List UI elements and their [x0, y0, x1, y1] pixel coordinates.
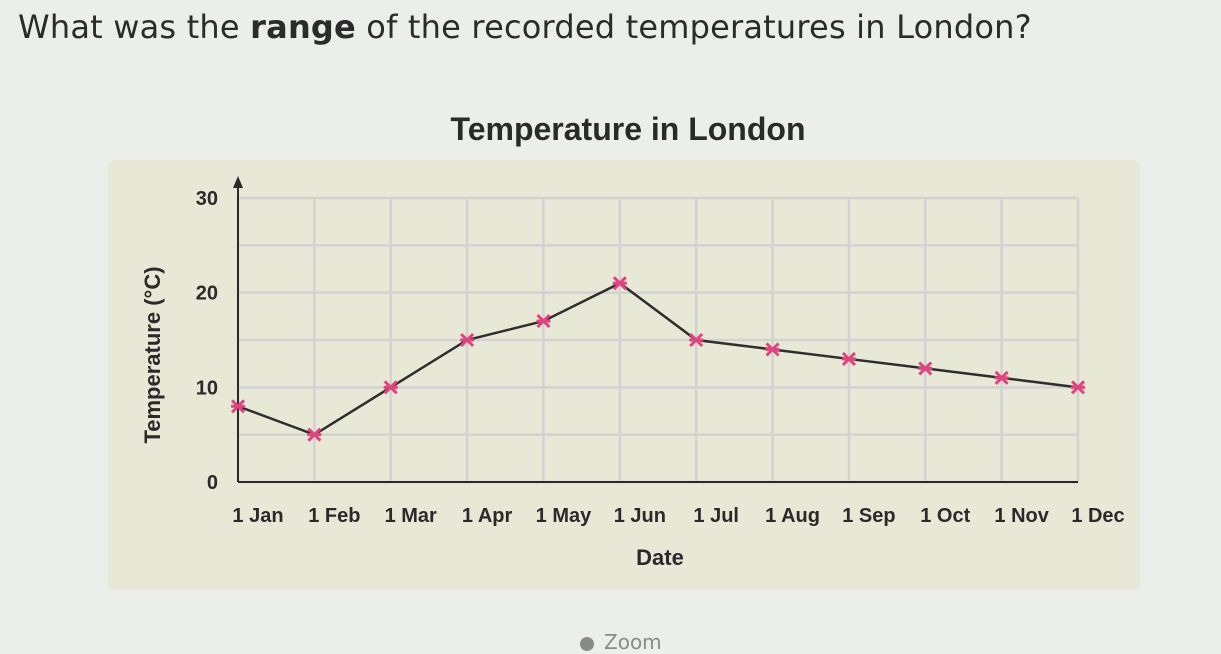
x-tick-label: 1 Apr [462, 505, 513, 527]
x-tick-label: 1 Oct [920, 505, 970, 527]
x-tick-label: 1 Feb [308, 505, 360, 527]
question-suffix: of the recorded temperatures in London? [355, 8, 1032, 46]
x-tick-label: 1 Dec [1071, 505, 1124, 527]
data-point [765, 342, 780, 357]
data-point [536, 314, 551, 329]
x-axis-label: Date [636, 545, 684, 570]
question-prefix: What was the [18, 8, 251, 46]
zoom-icon [580, 636, 594, 651]
y-tick-label: 0 [207, 472, 218, 494]
x-tick-label: 1 May [536, 505, 592, 527]
data-point [230, 399, 246, 414]
x-tick-label: 1 Jun [614, 505, 666, 527]
data-point [918, 361, 933, 376]
x-tick-label: 1 Jan [232, 505, 283, 527]
temperature-series [230, 276, 1086, 442]
data-point [841, 351, 856, 366]
x-tick-label: 1 Nov [994, 505, 1049, 527]
y-axis-arrow [233, 176, 243, 188]
x-tick-label: 1 Mar [385, 505, 437, 527]
y-tick-label: 20 [196, 283, 218, 305]
y-tick-label: 30 [196, 188, 218, 210]
question-emphasis: range [250, 8, 356, 46]
zoom-label: Zoom [604, 630, 662, 654]
y-tick-label: 10 [196, 377, 218, 399]
data-point [612, 276, 627, 291]
x-tick-labels: 1 Jan 1 Feb 1 Mar 1 Apr 1 May 1 Jun 1 Jul 1 Aug… [232, 505, 1124, 527]
data-point [383, 380, 398, 395]
question-text: What was the range of the recorded tempe… [18, 8, 1032, 46]
data-point [307, 427, 322, 442]
data-point [1070, 380, 1086, 395]
chart-title: Temperature in London [451, 111, 806, 147]
y-axis-label: Temperature (°C) [140, 266, 165, 443]
data-point [689, 332, 704, 348]
series-line [237, 281, 1079, 437]
x-tick-label: 1 Sep [842, 505, 895, 527]
x-tick-label: 1 Aug [765, 505, 820, 527]
x-tick-label: 1 Jul [693, 505, 739, 527]
y-tick-labels: 0 10 20 30 [196, 188, 218, 494]
data-point [994, 370, 1009, 385]
zoom-control[interactable]: Zoom [580, 630, 662, 654]
chart-axes [233, 176, 1078, 483]
data-point [460, 332, 475, 348]
